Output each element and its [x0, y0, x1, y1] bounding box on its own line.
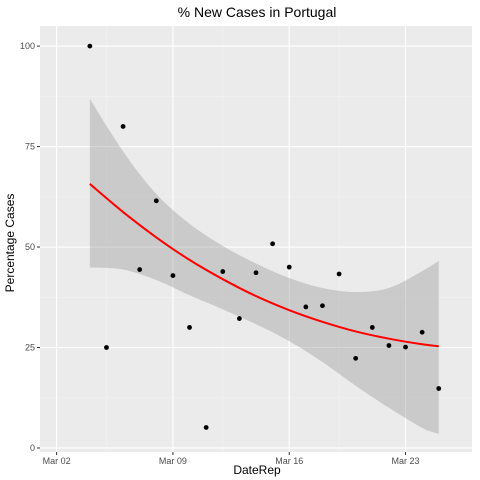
data-point [253, 270, 259, 276]
minor-gridlines [40, 26, 472, 452]
data-point [87, 43, 93, 49]
data-point [303, 304, 309, 310]
x-tick-label: Mar 09 [159, 456, 187, 466]
data-point [286, 264, 292, 270]
data-point [353, 355, 359, 361]
y-tick-label: 0 [30, 443, 35, 453]
y-axis: 0 25 50 75 100 [20, 41, 40, 453]
x-tick-label: Mar 02 [43, 456, 71, 466]
data-point [336, 271, 342, 277]
y-axis-title: Percentage Cases [3, 194, 17, 293]
data-point [386, 343, 392, 348]
data-point [369, 325, 375, 330]
y-tick-label: 25 [25, 343, 35, 353]
data-point [236, 316, 242, 321]
data-point [170, 273, 176, 278]
data-point [419, 329, 425, 335]
data-point [220, 269, 226, 274]
chart-title: % New Cases in Portugal [178, 4, 337, 20]
y-tick-label: 75 [25, 142, 35, 152]
x-tick-label: Mar 23 [392, 456, 420, 466]
data-point [403, 344, 408, 350]
y-tick-label: 50 [25, 242, 35, 252]
data-point [203, 425, 209, 430]
data-point [120, 124, 126, 129]
data-point [153, 198, 159, 204]
data-point [104, 345, 109, 350]
data-point [320, 303, 325, 309]
data-point [137, 267, 143, 272]
x-tick-label: Mar 16 [275, 456, 303, 466]
x-axis-title: DateRep [233, 463, 281, 477]
data-points [87, 43, 442, 430]
trend-line [89, 183, 439, 348]
plot-panel [40, 26, 472, 452]
x-axis: Mar 02 Mar 09 Mar 16 Mar 23 [43, 452, 420, 466]
confidence-band [89, 98, 439, 434]
major-gridlines [40, 26, 472, 452]
data-point [270, 241, 276, 247]
data-point [436, 386, 442, 391]
data-point [187, 325, 192, 330]
y-tick-label: 100 [20, 41, 35, 51]
